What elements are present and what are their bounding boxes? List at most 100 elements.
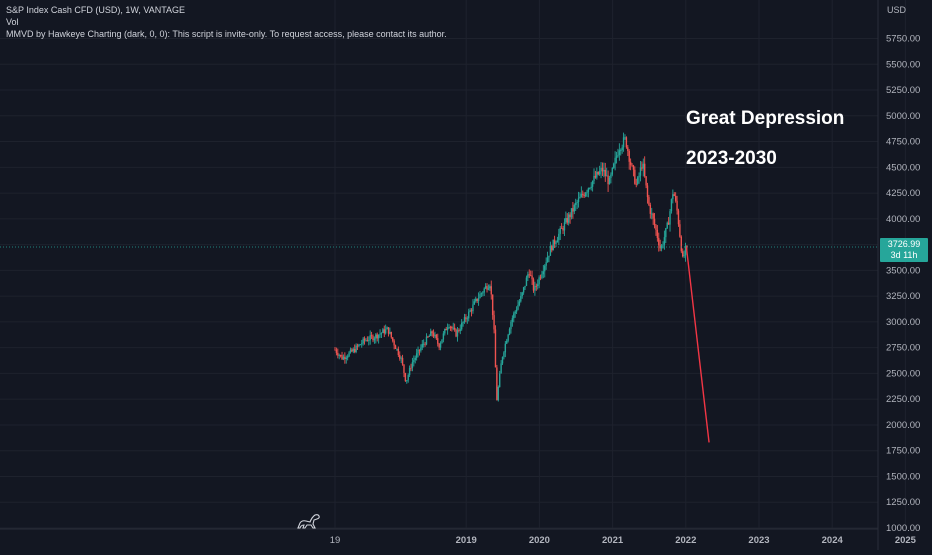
candle-body [636, 177, 639, 184]
y-tick-label: 3000.00 [886, 317, 920, 328]
candle-body [375, 334, 377, 339]
candle-body [542, 271, 545, 275]
candle-body [363, 338, 366, 341]
candle-body [508, 329, 511, 335]
candle-body [397, 348, 400, 356]
candle-body [356, 345, 359, 347]
candle-body [482, 292, 484, 294]
candle-body [645, 176, 647, 186]
y-tick-label: 1500.00 [886, 471, 920, 482]
candle-body [652, 213, 654, 219]
candle-body [369, 335, 371, 341]
candle-body [683, 255, 685, 257]
candle-body [335, 349, 338, 353]
indicator-label[interactable]: MMVD by Hawkeye Charting (dark, 0, 0): T… [6, 29, 447, 39]
y-tick-label: 5500.00 [886, 59, 920, 70]
candle-body [348, 352, 350, 357]
candle-body [470, 310, 473, 312]
candle-body [415, 353, 418, 358]
candle-body [638, 175, 640, 178]
candle-body [408, 367, 411, 376]
candle-body [559, 228, 561, 234]
candle-body [655, 225, 657, 230]
y-tick-label: 1750.00 [886, 446, 920, 457]
y-tick-label: 4250.00 [886, 188, 920, 199]
candle-body [487, 288, 490, 290]
candle-body [352, 349, 354, 352]
candle-body [555, 242, 557, 244]
dinosaur-icon[interactable] [296, 512, 322, 535]
candle-body [346, 356, 349, 358]
candle-body [368, 340, 370, 342]
candle-body [553, 239, 556, 244]
candle-body [453, 327, 456, 330]
candle-body [445, 329, 447, 331]
candle-body [406, 380, 408, 382]
candle-body [618, 150, 621, 156]
x-tick-label: 2024 [822, 535, 844, 546]
candle-body [658, 237, 660, 246]
annotation-years[interactable]: 2023-2030 [686, 148, 777, 169]
last-price-value: 3726.99 [887, 239, 921, 249]
candle-body [351, 349, 353, 352]
candle-body [387, 327, 390, 334]
projection-line[interactable] [685, 246, 710, 443]
y-tick-label: 1000.00 [886, 523, 920, 534]
candle-body [524, 285, 526, 288]
candle-body [411, 362, 414, 369]
candle-body [627, 147, 629, 152]
candle-body [682, 251, 684, 257]
candle-body [458, 330, 460, 331]
candle-body [514, 311, 516, 314]
candle-body [410, 367, 412, 369]
candle-body [538, 277, 540, 285]
candle-body [622, 137, 625, 148]
candle-body [641, 167, 643, 169]
candle-body [565, 218, 567, 223]
candle-body [494, 329, 497, 368]
x-tick-label: 2023 [748, 535, 769, 546]
candle-body [610, 174, 612, 179]
volume-label[interactable]: Vol [6, 17, 19, 27]
candle-body [342, 356, 345, 360]
candle-body [601, 167, 604, 172]
candle-body [484, 286, 487, 289]
y-tick-label: 5750.00 [886, 34, 920, 45]
candle-body [386, 327, 388, 330]
candle-body [390, 331, 393, 338]
currency-label[interactable]: USD [887, 5, 907, 15]
candle-body [590, 186, 592, 188]
candle-body [669, 211, 671, 225]
candle-body [667, 222, 670, 225]
candle-body [603, 169, 605, 172]
candle-body [576, 202, 578, 203]
candle-body [379, 333, 381, 335]
candle-body [500, 363, 502, 374]
candle-body [629, 161, 632, 165]
candle-body [535, 285, 537, 287]
candle-body [635, 183, 637, 185]
candle-body [556, 240, 559, 243]
candle-body [677, 210, 680, 225]
candle-body [552, 239, 554, 251]
candle-body [529, 275, 532, 277]
annotation-great-depression[interactable]: Great Depression [686, 108, 845, 129]
candle-body [679, 224, 681, 237]
candle-body [532, 279, 535, 291]
candle-body [361, 343, 363, 345]
candle-body [472, 304, 474, 312]
candle-body [686, 245, 688, 247]
candle-body [674, 195, 677, 201]
y-tick-label: 4500.00 [886, 162, 920, 173]
candle-body [339, 355, 342, 356]
candle-body [515, 309, 518, 312]
candle-body [567, 214, 570, 223]
candle-body [432, 333, 435, 337]
symbol-title[interactable]: S&P Index Cash CFD (USD), 1W, VANTAGE [6, 5, 186, 15]
candle-body [639, 167, 642, 176]
candle-body [420, 347, 422, 351]
candle-body [531, 275, 533, 280]
y-tick-label: 2000.00 [886, 420, 920, 431]
